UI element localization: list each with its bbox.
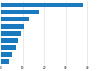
Bar: [1, 52, 12, 57]
Bar: [1, 59, 9, 64]
Bar: [1, 45, 16, 50]
Bar: [1, 31, 21, 36]
Bar: [1, 10, 38, 14]
Bar: [1, 17, 29, 22]
Bar: [1, 24, 24, 29]
Bar: [1, 38, 18, 43]
Bar: [1, 3, 83, 7]
